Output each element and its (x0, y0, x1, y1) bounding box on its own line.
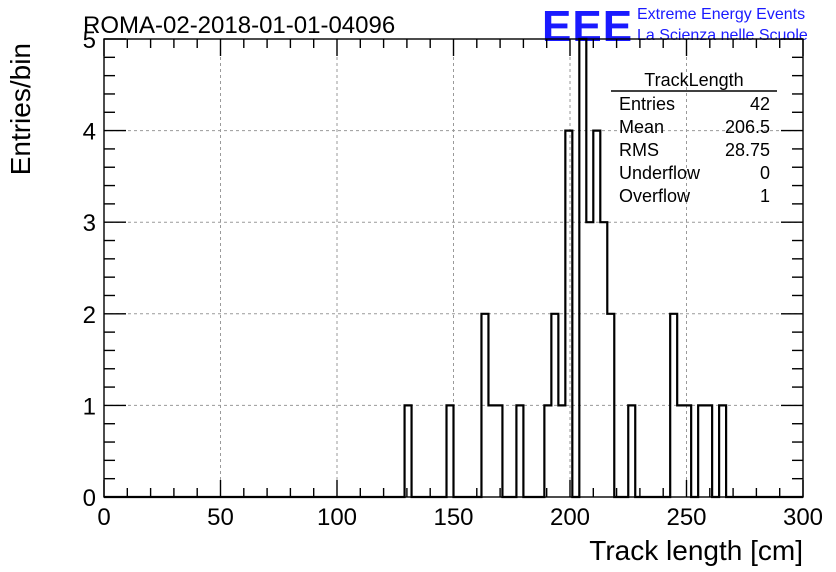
x-tick-label: 0 (97, 504, 110, 531)
stats-label: Overflow (619, 186, 691, 206)
y-tick-label: 2 (83, 302, 96, 329)
stats-label: Entries (619, 94, 675, 114)
stats-value: 1 (760, 186, 770, 206)
stats-title: TrackLength (644, 70, 743, 90)
run-title: ROMA-02-2018-01-01-04096 (83, 12, 395, 39)
eee-logo: EEE (542, 2, 633, 51)
x-tick-label: 250 (666, 504, 706, 531)
x-tick-label: 300 (783, 504, 823, 531)
x-axis-title: Track length [cm] (589, 535, 803, 566)
stats-value: 28.75 (725, 140, 770, 160)
stats-value: 0 (760, 163, 770, 183)
logo-line-1: Extreme Energy Events (637, 6, 805, 23)
x-tick-label: 200 (550, 504, 590, 531)
y-tick-label: 0 (83, 485, 96, 512)
logo-line-2: La Scienza nelle Scuole (637, 27, 808, 44)
axis-ticks (103, 38, 804, 498)
y-tick-label: 5 (83, 27, 96, 54)
tick-labels: 0 50 100 150 200 250 300 0 1 2 3 4 5 (83, 27, 823, 531)
y-tick-label: 4 (83, 119, 96, 146)
stats-label: Mean (619, 117, 664, 137)
stats-box: TrackLength Entries 42 Mean 206.5 RMS 28… (611, 70, 777, 206)
y-axis-title: Entries/bin (5, 43, 36, 175)
y-tick-label: 3 (83, 210, 96, 237)
stats-value: 42 (750, 94, 770, 114)
stats-label: RMS (619, 140, 659, 160)
y-tick-label: 1 (83, 393, 96, 420)
x-tick-label: 150 (433, 504, 473, 531)
x-tick-label: 50 (207, 504, 234, 531)
stats-label: Underflow (619, 163, 701, 183)
stats-value: 206.5 (725, 117, 770, 137)
x-tick-label: 100 (317, 504, 357, 531)
